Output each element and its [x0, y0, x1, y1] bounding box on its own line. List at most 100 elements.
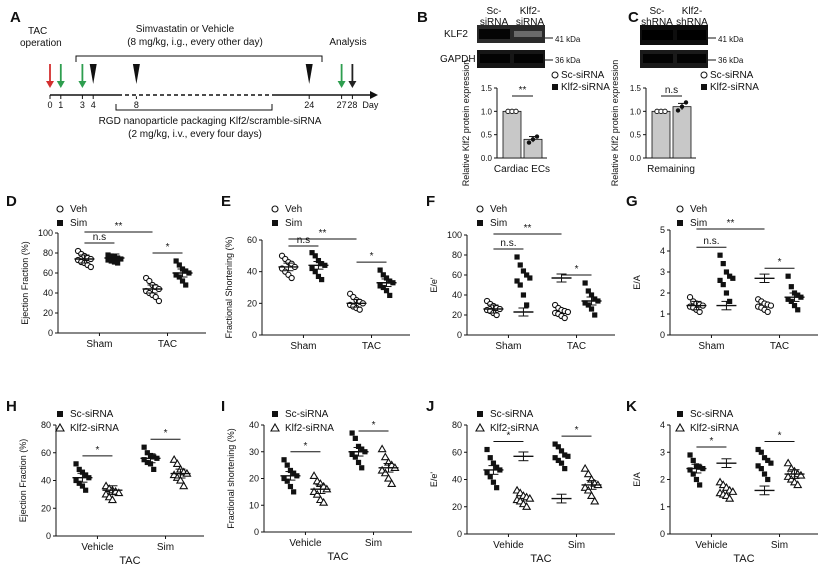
- data-point: [312, 269, 318, 275]
- data-point: [514, 254, 520, 260]
- y-tick-label: 2: [660, 288, 665, 298]
- data-point: [697, 464, 703, 470]
- legend-label-2: Klf2-siRNA: [690, 423, 739, 434]
- sig-label: *: [303, 441, 307, 452]
- legend-marker-2: [677, 220, 683, 226]
- legend-label-2: Klf2-siRNA: [285, 423, 334, 434]
- b-band-klf2-kd: [514, 31, 542, 37]
- y-tick-label: 40: [247, 267, 257, 277]
- data-point: [312, 489, 322, 498]
- treatment-bracket: [75, 55, 323, 62]
- panel-c-letter: C: [628, 9, 639, 26]
- y-tick-label: 40: [43, 288, 53, 298]
- data-point: [520, 268, 527, 274]
- data-point: [555, 457, 561, 464]
- data-point: [765, 457, 771, 464]
- x-condition-label: TAC: [733, 553, 754, 565]
- panel-f: F 0 20 40 60 80 100 E/e' Veh Sim Sham TAC ** n.s. *: [426, 193, 615, 352]
- panel-b: B Sc-siRNA Klf2-siRNA KLF2 GAPDH 41 kDa …: [417, 6, 610, 186]
- y-tick-label: 20: [41, 503, 51, 513]
- timeline-arrows: [46, 64, 357, 88]
- data-point: [558, 460, 565, 466]
- legend-marker-1: [56, 205, 64, 213]
- panel-letter: G: [626, 193, 638, 210]
- data-point: [359, 465, 365, 471]
- legend-label-2: Sim: [70, 218, 87, 229]
- bar: [651, 110, 671, 159]
- y-tick-label: 3: [660, 447, 665, 457]
- c-kda-41: 41 kDa: [718, 35, 744, 44]
- timeline-ticks: 0 1 3 4 8 24 27 28 Day: [47, 95, 379, 110]
- sig-label: n.s: [665, 85, 678, 96]
- data-point: [513, 108, 519, 114]
- data-point: [352, 454, 358, 460]
- y-axis-label: Relative Klf2 protein expression: [610, 60, 620, 187]
- data-point: [592, 296, 598, 302]
- data-point: [490, 460, 497, 466]
- data-point: [687, 467, 693, 473]
- data-point: [118, 256, 124, 262]
- y-tick-label: 2: [660, 475, 665, 485]
- data-point: [377, 444, 387, 453]
- y-tick-label: 0.0: [481, 154, 493, 163]
- legend-label-sc: Sc-siRNA: [710, 70, 754, 81]
- data-point: [662, 108, 668, 114]
- data-point: [173, 272, 179, 278]
- c-band-klf2-kd: [677, 30, 706, 40]
- y-tick-label: 20: [249, 474, 259, 484]
- data-point: [387, 278, 393, 284]
- legend-marker-2: [477, 220, 483, 226]
- panel-letter: H: [6, 398, 17, 415]
- data-point: [534, 134, 540, 139]
- x-group-label: TAC: [158, 339, 177, 350]
- c-band-gapdh-kd: [677, 54, 706, 63]
- data-point: [355, 459, 362, 466]
- legend-label-1: Veh: [490, 204, 507, 215]
- data-point: [490, 479, 497, 485]
- legend-label-2: Klf2-siRNA: [70, 423, 119, 434]
- data-point: [728, 487, 738, 495]
- y-tick-label: 4: [660, 420, 665, 430]
- y-tick-label: 0: [457, 330, 462, 340]
- y-axis-label: Relative Klf2 protein expression: [461, 60, 471, 187]
- y-axis-label: E/A: [632, 472, 642, 487]
- data-point: [107, 495, 117, 504]
- y-tick-label: 0.5: [481, 131, 493, 140]
- day-label: 3: [80, 100, 85, 110]
- legend-marker-2: [475, 422, 485, 432]
- data-point: [697, 482, 703, 488]
- data-point: [380, 284, 386, 291]
- treatment-arrow-day27-head: [337, 81, 346, 88]
- data-point: [555, 444, 561, 450]
- data-point: [383, 288, 390, 294]
- x-group-label: TAC: [567, 341, 586, 352]
- data-point: [562, 466, 568, 472]
- legend-label-1: Veh: [690, 204, 707, 215]
- panel-letter: K: [626, 398, 637, 415]
- sig-label: *: [575, 264, 579, 275]
- y-axis-label: Ejection Fraction (%): [20, 241, 30, 325]
- y-tick-label: 0: [660, 529, 665, 539]
- legend-label-1: Veh: [285, 204, 302, 215]
- y-tick-label: 80: [43, 248, 53, 258]
- y-tick-label: 0.0: [630, 154, 642, 163]
- data-point: [588, 306, 595, 312]
- legend-marker-1: [677, 411, 683, 417]
- data-point: [179, 278, 186, 284]
- data-point: [590, 496, 600, 505]
- panel-d: D 0 20 40 60 80 100 Ejection Fraction (%) Veh Sim…: [6, 193, 206, 350]
- legend-marker-1: [676, 205, 684, 213]
- legend-label-klf2: Klf2-siRNA: [561, 82, 610, 93]
- data-point: [76, 466, 82, 472]
- c-lane-label-2: Klf2-shRNA: [676, 6, 708, 28]
- panel-g: G 0 1 2 3 4 5 E/A Veh Sim Sham TAC ** n.s. *: [626, 193, 818, 352]
- data-point: [522, 502, 532, 510]
- data-point: [524, 302, 530, 308]
- day-label: 0: [47, 100, 52, 110]
- rgd-label-line1: RGD nanoparticle packaging Klf2/scramble…: [99, 116, 322, 127]
- c-lane-label-1: Sc-shRNA: [641, 6, 673, 28]
- data-point: [355, 443, 362, 449]
- sig-label: **: [524, 223, 532, 234]
- sig-label: *: [166, 242, 170, 253]
- y-tick-label: 60: [43, 268, 53, 278]
